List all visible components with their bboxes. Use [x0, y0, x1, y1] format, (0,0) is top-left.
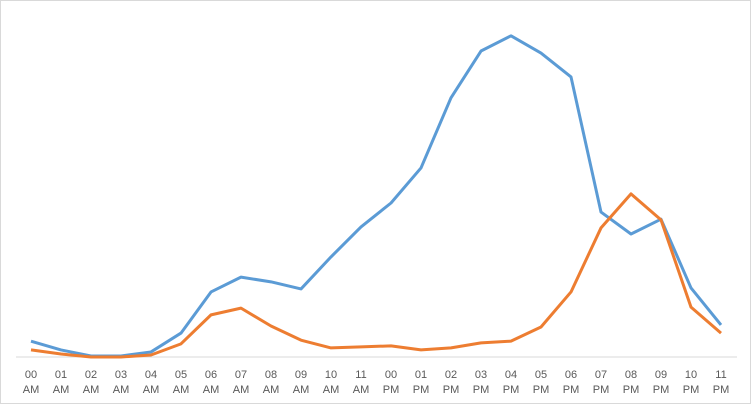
x-tick-label: 11 PM [713, 369, 730, 396]
x-tick-label: 11 AM [353, 369, 370, 396]
x-tick-label: 03 AM [113, 369, 130, 396]
x-tick-label: 04 PM [503, 369, 520, 396]
x-tick-label: 04 AM [143, 369, 160, 396]
x-tick-label: 00 AM [23, 369, 40, 396]
x-tick-label: 03 PM [473, 369, 490, 396]
series-line [30, 34, 723, 358]
x-tick-label: 06 AM [203, 369, 220, 396]
x-tick-label: 07 PM [593, 369, 610, 396]
series-line [30, 192, 722, 359]
x-tick-label: 09 PM [653, 369, 670, 396]
x-tick-label: 10 AM [323, 369, 340, 396]
x-tick-label: 01 AM [53, 369, 70, 396]
x-tick-label: 09 AM [293, 369, 310, 396]
x-tick-label: 07 AM [233, 369, 250, 396]
x-tick-label: 05 PM [533, 369, 550, 396]
x-tick-label: 06 PM [563, 369, 580, 396]
x-tick-label: 02 AM [83, 369, 100, 396]
x-tick-label: 01 PM [413, 369, 430, 396]
x-tick-label: 10 PM [683, 369, 700, 396]
x-tick-label: 02 PM [443, 369, 460, 396]
x-tick-label: 08 AM [263, 369, 280, 396]
x-tick-label: 00 PM [383, 369, 400, 396]
x-tick-label: 05 AM [173, 369, 190, 396]
x-tick-label: 08 PM [623, 369, 640, 396]
